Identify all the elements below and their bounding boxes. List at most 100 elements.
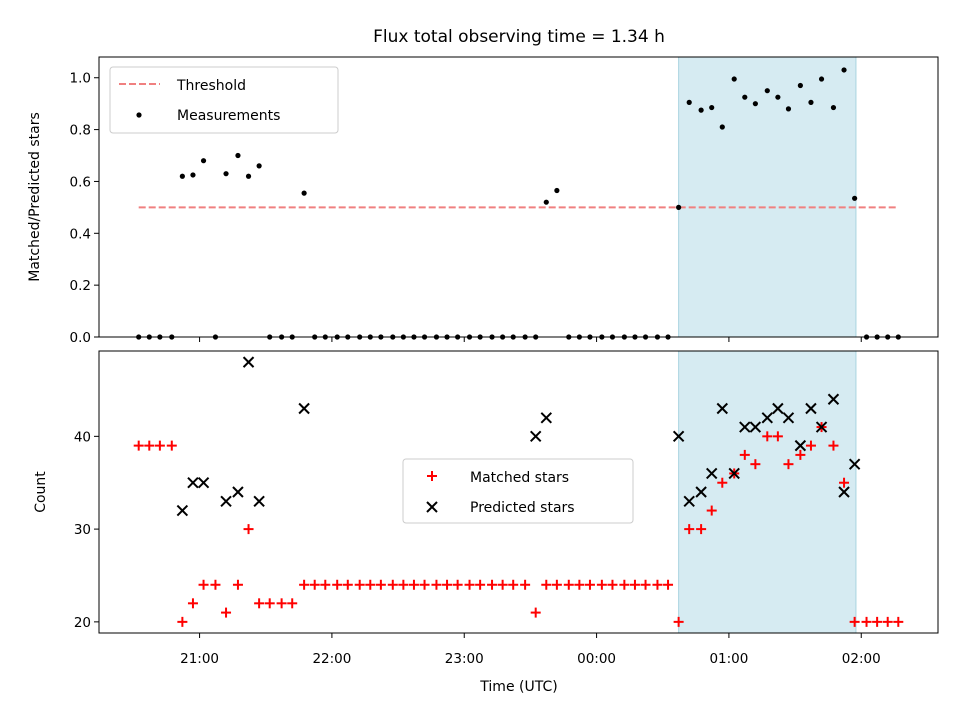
data-point [551,579,562,590]
data-point [805,440,816,451]
data-point [223,171,229,177]
data-point [797,82,803,89]
legend: Threshold Measurements [109,66,339,134]
data-point [144,440,155,451]
legend-frame [402,458,634,524]
data-point [554,187,560,194]
x-b [761,412,773,424]
highlight-span [678,350,857,634]
x-b [176,504,189,517]
x-b [815,421,828,433]
x-b [838,486,850,498]
legend-frame [109,66,339,134]
data-point [795,449,806,460]
x-b [805,402,817,415]
x-b [187,477,199,489]
data-point [210,579,221,590]
data-point [706,467,718,480]
data-point [706,505,717,516]
x-tick-label: 01:00 [709,651,748,667]
y-tick-label: 0.0 [70,330,91,346]
legend: Matched stars Predicted stars [402,458,634,524]
data-point [387,579,398,590]
legend-predicted-swatch-b [426,501,438,513]
data-point [830,104,837,111]
data-point [775,94,781,100]
data-point [683,495,695,507]
data-point [431,579,442,590]
axes-frame [98,56,939,338]
data-point [839,477,850,488]
data-point [442,579,453,590]
highlight-span [678,56,857,338]
data-point [254,598,265,609]
data-point [220,495,232,507]
data-point [752,101,758,107]
data-point [187,598,198,609]
legend-measurements-swatch [136,112,142,118]
data-point [709,104,715,111]
x-b [529,430,542,443]
legend-entry-label: Predicted stars [470,500,575,516]
data-point [464,579,475,590]
data-point [540,412,552,424]
y-tick-label: 30 [74,522,91,538]
data-point [852,195,858,201]
x-b [706,467,718,480]
x-b [848,458,861,470]
y-tick-label: 0.6 [70,174,91,190]
data-point [764,88,770,94]
star-count-panel: 20 30 40 21:00 22:00 23:00 00:00 01:00 02:00 Coun… [33,350,939,667]
data-point [264,598,275,609]
y-axis-label: Count [33,471,49,513]
data-point [287,598,298,609]
y-axis-label: Matched/Predicted stars [27,112,43,282]
data-point [696,524,707,535]
data-point [672,430,685,443]
x-b [695,486,707,498]
x-b [683,495,695,507]
data-point [309,579,320,590]
y-tick-label: 20 [74,615,91,631]
data-point [717,477,728,488]
data-point [253,495,265,507]
data-point [354,579,365,590]
data-point [596,579,607,590]
x-b [253,495,265,507]
data-point [301,190,307,196]
data-point [676,204,682,210]
data-point [584,579,595,590]
data-point [794,439,807,452]
data-point [508,579,519,590]
data-point [235,152,241,159]
data-point [276,598,287,609]
data-point [197,477,210,489]
data-point [716,402,729,415]
series-matched-stars [133,422,904,627]
data-point [298,402,310,415]
data-point [574,579,585,590]
data-point [419,579,430,590]
data-point [818,76,825,82]
data-point [805,402,817,415]
x-b [782,412,795,424]
data-point [245,173,252,179]
data-point [841,67,847,73]
data-point [154,440,165,451]
data-point [497,579,508,590]
data-point [761,412,773,424]
x-b [232,486,244,498]
data-point [176,504,189,517]
data-point [719,124,725,130]
flux-ratio-panel: 0.0 0.2 0.4 0.6 0.8 1.0 Matched/Predicted star… [27,56,939,346]
data-point [541,579,552,590]
data-point [133,440,144,451]
data-point [695,486,707,498]
data-point [563,579,574,590]
data-point [849,616,860,627]
y-tick-label: 40 [74,429,91,445]
data-point [177,616,188,627]
data-point [619,579,630,590]
data-point [200,158,207,164]
